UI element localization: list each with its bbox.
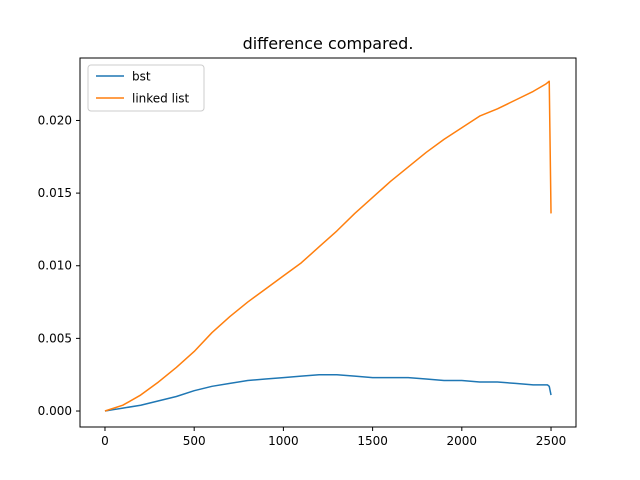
legend-label: bst — [132, 70, 151, 84]
plot-area — [104, 80, 552, 412]
x-tick-label: 1500 — [357, 434, 388, 448]
x-tick-label: 1000 — [268, 434, 299, 448]
axis-ticks: 0 500 1000 1500 2000 2500 0.000 0.005 0.010 0.015… — [38, 113, 567, 448]
y-tick-label: 0.020 — [38, 113, 72, 127]
x-tick-label: 0 — [101, 434, 109, 448]
chart-title: difference compared. — [243, 34, 414, 53]
y-tick-label: 0.000 — [38, 404, 72, 418]
y-tick-label: 0.005 — [38, 331, 72, 345]
x-tick-label: 500 — [183, 434, 206, 448]
series-line-bst — [104, 373, 552, 412]
legend-label: linked list — [132, 92, 190, 106]
y-tick-label: 0.010 — [38, 259, 72, 273]
x-tick-label: 2000 — [447, 434, 478, 448]
series-line-linked-list — [104, 80, 552, 412]
axes-frame — [79, 57, 577, 428]
legend: bst linked list — [87, 64, 205, 112]
x-tick-label: 2500 — [536, 434, 567, 448]
y-tick-label: 0.015 — [38, 186, 72, 200]
